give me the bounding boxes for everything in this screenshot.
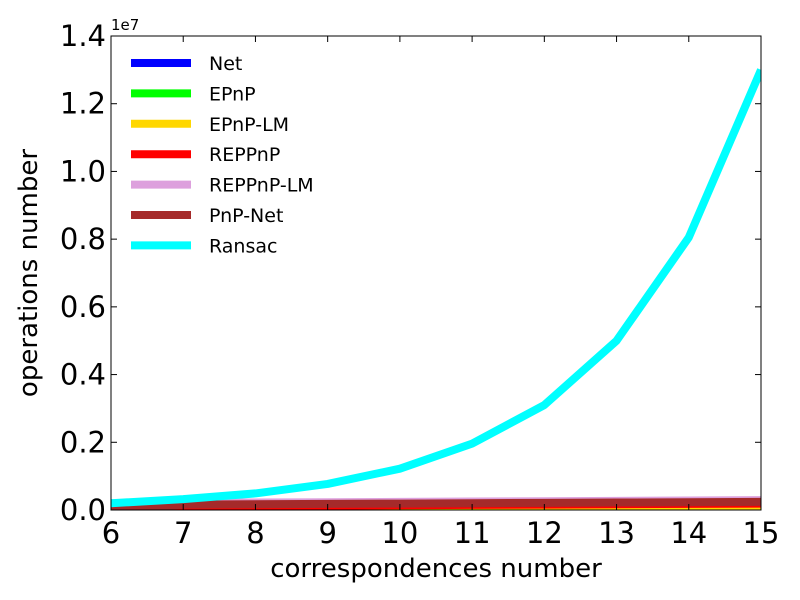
series-layer	[111, 68, 761, 510]
series-line-pnp-net	[111, 497, 761, 510]
y-tick-label: 1.4	[60, 19, 106, 53]
plot-background	[111, 36, 761, 510]
x-axis: 6 7 8 9 10 11 12 13 14 15	[102, 36, 780, 550]
x-tick-label: 12	[526, 516, 563, 550]
x-tick-label: 11	[454, 516, 491, 550]
x-tick-label: 13	[598, 516, 635, 550]
x-tick-label: 15	[743, 516, 780, 550]
legend-label-reppnp: REPPnP	[209, 144, 280, 166]
x-tick-label: 6	[102, 516, 120, 550]
y-tick-label: 0.2	[60, 425, 106, 459]
x-tick-label: 14	[670, 516, 707, 550]
y-tick-label: 0.8	[60, 222, 106, 256]
y-tick-label: 0.0	[60, 493, 106, 527]
legend-label-reppnp-lm: REPPnP-LM	[209, 175, 314, 197]
y-tick-label: 0.6	[60, 290, 106, 324]
x-tick-label: 10	[381, 516, 418, 550]
legend-label-epnp-lm: EPnP-LM	[209, 114, 289, 136]
x-tick-label: 9	[318, 516, 336, 550]
legend: Net EPnP EPnP-LM REPPnP REPPnP-LM PnP-Net Rans…	[131, 53, 314, 257]
legend-label-net: Net	[209, 53, 242, 75]
legend-label-pnp-net: PnP-Net	[209, 205, 283, 227]
y-tick-label: 0.4	[60, 358, 106, 392]
x-tick-label: 7	[174, 516, 192, 550]
y-offset-label: 1e7	[111, 16, 139, 34]
plot-frame	[110, 35, 762, 511]
series-line-ransac	[111, 68, 761, 508]
y-axis: 0.0 0.2 0.4 0.6 0.8 1.0 1.2 1.4	[60, 19, 761, 527]
legend-label-ransac: Ransac	[209, 235, 277, 257]
x-axis-label: correspondences number	[270, 554, 602, 584]
y-tick-label: 1.0	[60, 154, 106, 188]
y-axis-label: operations number	[14, 149, 44, 397]
x-tick-label: 8	[246, 516, 264, 550]
y-tick-label: 1.2	[60, 87, 106, 121]
legend-label-epnp: EPnP	[209, 83, 256, 105]
